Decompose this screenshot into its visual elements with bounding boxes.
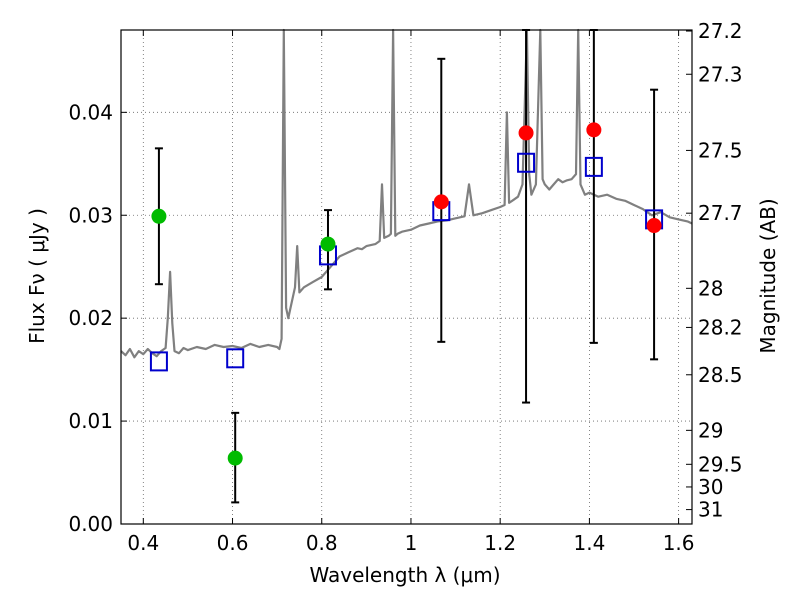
mag-tick-label: 29 (698, 418, 723, 442)
green-data-point (151, 208, 167, 224)
red-data-point (518, 125, 534, 141)
mag-tick-label: 28 (698, 276, 723, 300)
mag-tick-label: 27.3 (698, 62, 743, 86)
plot-frame (120, 29, 693, 525)
y2-axis-label: Magnitude (AB) (756, 198, 780, 353)
y-axis-label: Flux Fν ( μJy ) (25, 208, 49, 344)
model-spectrum-line (120, 28, 693, 359)
model-photometry-box (149, 351, 168, 372)
mag-tick-label: 28.5 (698, 363, 743, 387)
x-tick-label: 0.6 (217, 531, 249, 555)
x-axis-label: Wavelength λ (μm) (309, 563, 500, 587)
y-tick-label: 0.00 (68, 512, 113, 536)
mag-tick-label: 27.7 (698, 201, 743, 225)
green-data-point (320, 236, 336, 252)
y-tick-label: 0.01 (68, 409, 113, 433)
y-tick-label: 0.03 (68, 203, 113, 227)
x-tick-label: 0.4 (127, 531, 159, 555)
mag-tick-label: 27.2 (698, 19, 743, 43)
observed-photometry-points (151, 122, 662, 466)
x-tick-label: 0.8 (306, 531, 338, 555)
mag-tick-label: 28.2 (698, 315, 743, 339)
error-bars (154, 29, 659, 504)
x-tick-label: 1.2 (484, 531, 516, 555)
red-data-point (433, 194, 449, 210)
model-photometry-boxes (149, 152, 664, 372)
model-photometry-box (517, 152, 536, 173)
axis-ticks: 0.4 0.6 0.8 1 1.2 1.4 1.6 0.00 0.01 0.02 0.03 0.04 2… (68, 19, 742, 555)
red-data-point (646, 218, 662, 234)
grid-lines (121, 30, 692, 525)
mag-tick-label: 31 (698, 498, 723, 522)
mag-tick-label: 29.5 (698, 452, 743, 476)
x-tick-label: 1.6 (663, 531, 695, 555)
green-data-point (227, 450, 243, 466)
model-photometry-box (584, 156, 603, 177)
mag-tick-label: 27.5 (698, 138, 743, 162)
red-data-point (586, 122, 602, 138)
x-tick-label: 1.4 (573, 531, 605, 555)
y-tick-label: 0.02 (68, 306, 113, 330)
model-photometry-box (226, 348, 245, 369)
y-tick-label: 0.04 (68, 100, 113, 124)
mag-tick-label: 30 (698, 475, 723, 499)
x-tick-label: 1 (405, 531, 418, 555)
red-point-errorbar (589, 29, 598, 344)
